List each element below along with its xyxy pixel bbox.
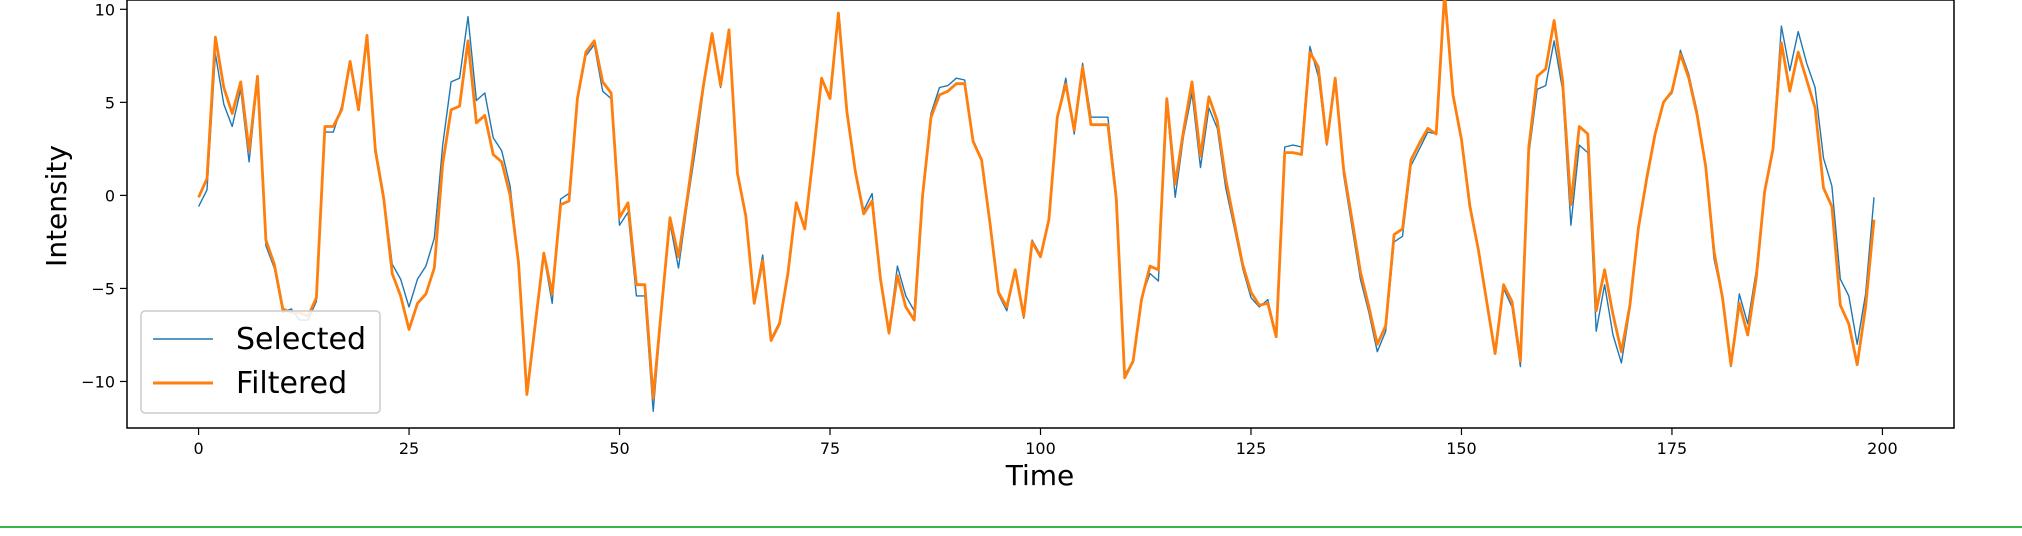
- y-tick-label: −5: [91, 279, 115, 298]
- y-tick-label: 10: [95, 0, 115, 19]
- x-tick-label: 75: [820, 439, 840, 458]
- x-axis: 0 25 50 75 100 125 150 175 200: [193, 428, 1898, 458]
- y-tick-label: −10: [81, 372, 115, 391]
- bottom-divider: [0, 526, 2022, 528]
- x-tick-label: 0: [193, 439, 203, 458]
- plot-area: [126, 0, 1955, 429]
- legend-label-selected: Selected: [236, 322, 366, 357]
- series-line-filtered: [197, 0, 1876, 400]
- y-tick-label: 5: [105, 93, 115, 112]
- legend-box: [140, 310, 381, 414]
- x-tick-label: 100: [1025, 439, 1056, 458]
- x-tick-label: 200: [1867, 439, 1898, 458]
- y-axis-label: Intensity: [40, 145, 73, 267]
- x-tick-label: 150: [1446, 439, 1477, 458]
- x-tick-label: 25: [399, 439, 419, 458]
- legend: Selected Filtered: [140, 310, 381, 414]
- legend-label-filtered: Filtered: [236, 366, 347, 401]
- x-tick-label: 50: [609, 439, 629, 458]
- y-tick-label: 0: [105, 186, 115, 205]
- x-tick-label: 125: [1236, 439, 1267, 458]
- y-axis: 10 5 0 −5 −10: [81, 0, 127, 391]
- series-layer: [197, 0, 1876, 412]
- x-axis-label: Time: [1005, 459, 1075, 492]
- x-tick-label: 175: [1657, 439, 1688, 458]
